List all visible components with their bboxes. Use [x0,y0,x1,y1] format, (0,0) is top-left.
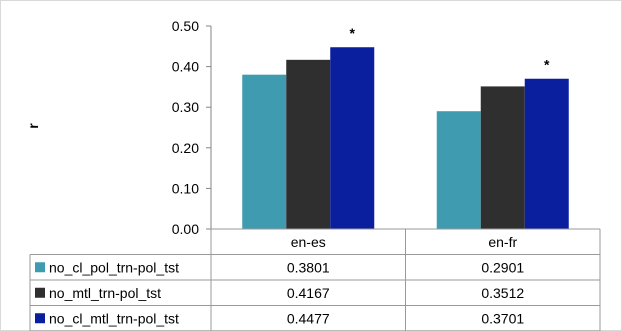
bar [480,86,525,229]
data-label: 0.3701 [481,310,524,326]
bar [436,111,481,229]
legend-label: no_mtl_trn-pol_tst [49,285,161,301]
data-label: 0.3801 [287,259,330,275]
x-category-label: en-es [291,234,326,250]
y-axis: 0.00 0.10 0.20 0.30 0.40 0.50 [172,18,212,237]
x-category-label: en-fr [488,234,517,250]
data-label: 0.4477 [287,310,330,326]
legend-label: no_cl_mtl_trn-pol_tst [49,310,179,326]
y-tick-label: 0.10 [172,180,199,196]
y-tick-label: 0.40 [172,59,199,75]
significance-marker: * [350,25,356,41]
data-table: en-es en-fr no_cl_pol_trn-pol_tst 0.3801 0.2… [29,228,601,331]
data-label: 0.2901 [481,259,524,275]
legend-swatch [35,313,45,324]
legend-swatch [35,287,45,298]
significance-marker: * [544,57,550,73]
y-axis-label: r [25,123,41,129]
data-label: 0.3512 [481,285,524,301]
bar [242,74,287,229]
bars: ** [242,25,569,230]
legend-label: no_cl_pol_trn-pol_tst [49,259,179,275]
y-tick-label: 0.20 [172,140,199,156]
y-tick-label: 0.30 [172,99,199,115]
data-label: 0.4167 [287,285,330,301]
bar [286,59,331,230]
y-tick-label: 0.00 [172,221,199,237]
y-tick-label: 0.50 [172,18,199,34]
bar [330,47,375,230]
legend-swatch [35,262,45,273]
bar [524,78,569,229]
